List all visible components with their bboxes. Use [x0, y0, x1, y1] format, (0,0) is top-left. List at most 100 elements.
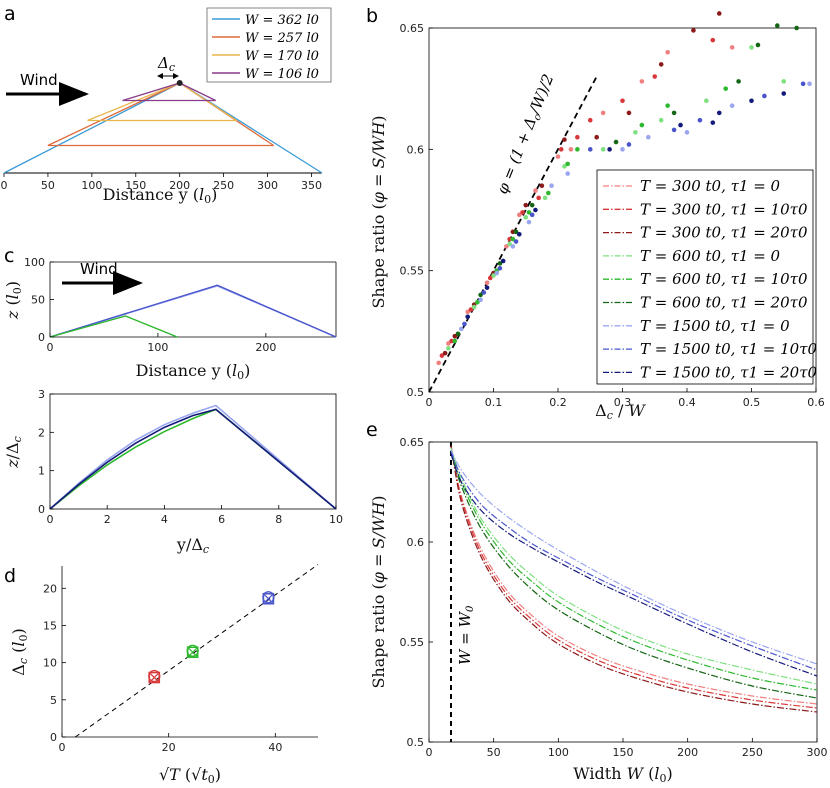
- panel-b-point: [678, 122, 683, 128]
- panel-b-point: [781, 79, 787, 84]
- panel-e-xlabel: Width W (l0): [573, 764, 673, 785]
- panel-b-legend-entry-2: T = 300 t0, τ1 = 20τ0: [640, 224, 808, 242]
- panel-b-point: [526, 219, 532, 225]
- panel-e|5-xtick-label: 0: [426, 746, 433, 759]
- panel-b-point: [775, 23, 780, 28]
- panel-b-point: [762, 93, 767, 99]
- panel-c-bottom|3-xtick-label: 4: [161, 513, 168, 526]
- panel-b-point: [568, 147, 574, 152]
- panel-b-legend-entry-8: T = 1500 t0, τ1 = 20τ0: [640, 363, 817, 381]
- panel-c-top-ylabel: z (l0): [3, 281, 24, 320]
- panel-c-top-profiles: 0 100 200 0 50 100 Wind Distance y (l0) z (l0…: [3, 256, 337, 382]
- panel-e|5-ytick-label: 0.55: [400, 636, 425, 649]
- panel-b-point: [565, 161, 570, 167]
- panel-b-point: [697, 117, 703, 123]
- panel-b-point: [510, 229, 516, 235]
- panel-c-bottom-profile-0: [49, 408, 337, 510]
- panel-b-point: [500, 258, 506, 264]
- panel-c-top|2-xtick-label: 200: [255, 341, 276, 354]
- panel-b-point: [736, 79, 741, 84]
- panel-b-point: [800, 81, 806, 87]
- panel-b-point: [510, 236, 516, 242]
- panel-a-xtick-label: 300: [257, 179, 278, 192]
- panel-d|4-xtick-label: 20: [162, 741, 176, 754]
- panel-b-legend-entry-7: T = 1500 t0, τ1 = 10τ0: [640, 340, 817, 358]
- panel-c-top|2-ytick-label: 100: [24, 256, 45, 269]
- panel-b-point: [478, 292, 483, 298]
- panel-b|1-ytick-label: 0.6: [407, 143, 425, 156]
- panel-b-point: [575, 134, 580, 140]
- panel-c-bottom-rescaled: 0 2 4 6 8 10 0 1 2 3 y/Δc z/Δc: [3, 388, 343, 556]
- panel-b-point: [646, 134, 651, 140]
- panel-b-point: [562, 164, 567, 169]
- panel-b-point: [671, 110, 677, 116]
- panel-a-legend-entry-2: W = 170 l0: [245, 49, 319, 64]
- panel-label-d: d: [4, 565, 16, 587]
- panel-e|5-xtick-label: 50: [487, 746, 501, 759]
- panel-b-point: [558, 147, 564, 152]
- panel-c-top|2-xtick-label: 100: [147, 341, 168, 354]
- panel-b-fit-label: φ = (1 + Δc/W)/2: [493, 72, 559, 198]
- panel-b-point: [620, 98, 625, 104]
- panel-a-delta-label: Δc: [157, 54, 175, 74]
- panel-b-point: [465, 309, 471, 315]
- panel-b-point: [562, 137, 567, 142]
- panel-b-legend-entry-6: T = 1500 t0, τ1 = 0: [640, 317, 790, 335]
- panel-b-point: [587, 147, 593, 152]
- panel-b-point: [523, 214, 529, 220]
- panel-b-point: [594, 134, 599, 140]
- panel-b-point: [455, 331, 461, 337]
- panel-b-point: [749, 98, 754, 104]
- panel-b-point: [446, 346, 451, 351]
- panel-b-shape-ratio-scatter: 0 0.1 0.2 0.3 0.4 0.5 0.6 0.5 0.55 0.6 0.65 φ = (1…: [369, 11, 825, 422]
- panel-a-xtick-label: 150: [125, 179, 146, 192]
- panel-b-point: [665, 49, 670, 55]
- panel-b-point: [555, 154, 561, 159]
- panel-d-delta-vs-sqrtT: 0 20 40 0 5 10 15 20 √T (√t0) Δc (l0): [9, 564, 319, 786]
- panel-e-curve-7: [450, 451, 818, 671]
- panel-label-b: b: [366, 5, 378, 27]
- panel-b-point: [716, 11, 722, 16]
- panel-b-point: [633, 130, 638, 135]
- panel-b-point: [546, 190, 551, 196]
- panel-b-point: [639, 122, 645, 128]
- panel-c-top|2-xtick-label: 0: [47, 341, 54, 354]
- panel-b|1-xtick-label: 0: [426, 396, 433, 409]
- panel-b-point: [729, 45, 735, 50]
- panel-b-point: [794, 25, 799, 31]
- panel-c-bottom-xlabel: y/Δc: [176, 535, 209, 556]
- panel-b-point: [665, 103, 670, 108]
- panel-a-xtick-label: 100: [81, 179, 102, 192]
- panel-b-point: [533, 207, 538, 213]
- panel-b-point: [565, 171, 570, 176]
- panel-b-point: [513, 229, 519, 235]
- panel-b|1-ytick-label: 0.5: [407, 386, 425, 399]
- panel-c-bottom|3-xtick-label: 6: [218, 513, 225, 526]
- panel-b-point: [755, 42, 761, 48]
- panel-label-e: e: [366, 419, 378, 441]
- panel-d|4-ytick-label: 15: [43, 619, 57, 632]
- panel-d|4-ytick-label: 10: [43, 657, 57, 670]
- panel-b-point: [471, 304, 477, 310]
- panel-e-curve-5: [450, 451, 818, 699]
- panel-d-xlabel: √T (√t0): [159, 765, 221, 786]
- panel-label-c: c: [4, 245, 14, 267]
- panel-d-fit-line: [75, 564, 319, 738]
- panel-b-point: [452, 333, 458, 339]
- panel-b|1-xtick-label: 0.5: [743, 396, 761, 409]
- panel-a-wind-label: Wind: [20, 71, 58, 89]
- panel-e|5-xtick-label: 200: [677, 746, 698, 759]
- panel-b-point: [513, 239, 519, 244]
- panel-b-point: [710, 37, 716, 43]
- panel-e-curve-0: [450, 445, 818, 705]
- panel-a-profile-1: [47, 82, 275, 147]
- panel-b-point: [436, 360, 441, 366]
- panel-b-point: [704, 98, 709, 104]
- panel-b|1-xtick-label: 0.6: [807, 396, 825, 409]
- panel-b-xlabel: Δc / W: [595, 401, 646, 422]
- panel-b-point: [529, 202, 535, 208]
- panel-c-bottom-ylabel: z/Δc: [3, 436, 24, 469]
- panel-a-dune-profiles: 0 50 100 150 200 250 300 350 Distance y (l0) Wi…: [1, 7, 332, 206]
- panel-b-point: [620, 147, 625, 152]
